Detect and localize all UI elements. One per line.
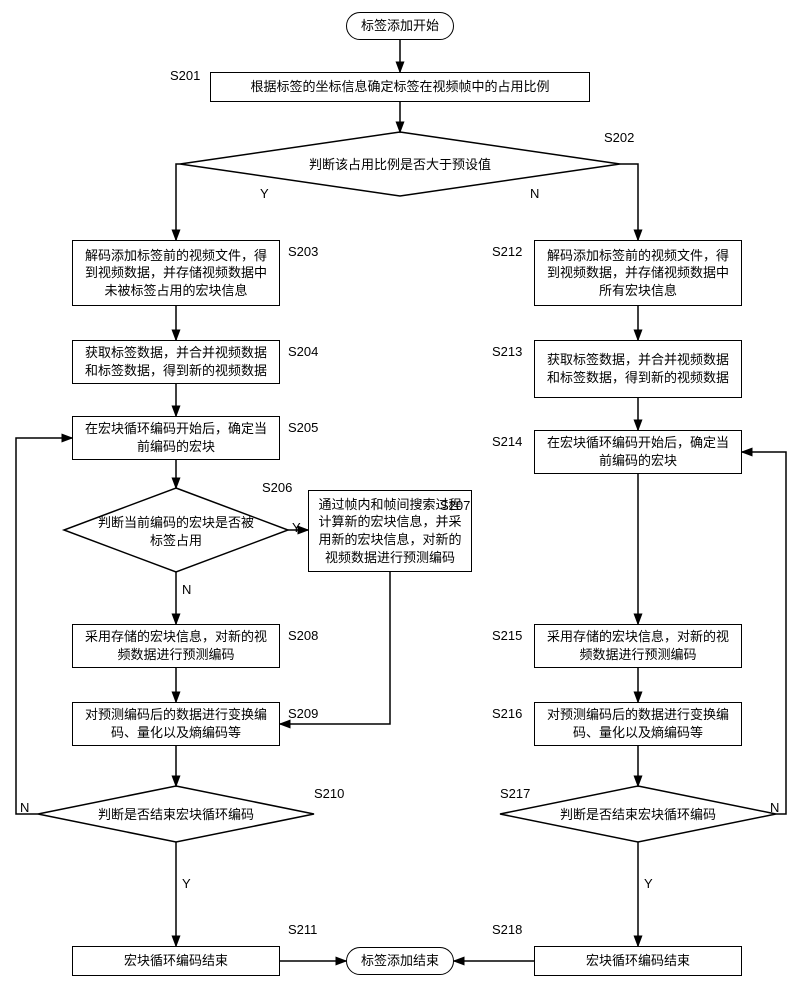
yn-s202-n: N	[530, 186, 539, 201]
yn-s210-n: N	[20, 800, 29, 815]
yn-s206-y: Y	[292, 520, 301, 535]
label-s218: S218	[492, 922, 522, 937]
label-s210: S210	[314, 786, 344, 801]
step-s214: 在宏块循环编码开始后，确定当前编码的宏块	[534, 430, 742, 474]
label-s211: S211	[288, 922, 317, 937]
decision-s210-text: 判断是否结束宏块循环编码	[76, 806, 276, 824]
label-s204: S204	[288, 344, 318, 359]
terminator-start-text: 标签添加开始	[361, 17, 439, 35]
label-s203: S203	[288, 244, 318, 259]
step-s203: 解码添加标签前的视频文件，得到视频数据，并存储视频数据中未被标签占用的宏块信息	[72, 240, 280, 306]
step-s205: 在宏块循环编码开始后，确定当前编码的宏块	[72, 416, 280, 460]
step-s211: 宏块循环编码结束	[72, 946, 280, 976]
label-s216: S216	[492, 706, 522, 721]
terminator-start: 标签添加开始	[346, 12, 454, 40]
step-s212: 解码添加标签前的视频文件，得到视频数据，并存储视频数据中所有宏块信息	[534, 240, 742, 306]
yn-s206-n: N	[182, 582, 191, 597]
decision-s202-text: 判断该占用比例是否大于预设值	[260, 156, 540, 174]
step-s216: 对预测编码后的数据进行变换编码、量化以及熵编码等	[534, 702, 742, 746]
step-s201-text: 根据标签的坐标信息确定标签在视频帧中的占用比例	[250, 78, 549, 96]
step-s203-text: 解码添加标签前的视频文件，得到视频数据，并存储视频数据中未被标签占用的宏块信息	[79, 247, 273, 300]
terminator-end: 标签添加结束	[346, 947, 454, 975]
step-s201: 根据标签的坐标信息确定标签在视频帧中的占用比例	[210, 72, 590, 102]
step-s215-text: 采用存储的宏块信息，对新的视频数据进行预测编码	[541, 628, 735, 663]
step-s213-text: 获取标签数据，并合并视频数据和标签数据，得到新的视频数据	[541, 351, 735, 386]
step-s209-text: 对预测编码后的数据进行变换编码、量化以及熵编码等	[79, 706, 273, 741]
step-s218: 宏块循环编码结束	[534, 946, 742, 976]
step-s214-text: 在宏块循环编码开始后，确定当前编码的宏块	[541, 434, 735, 469]
step-s209: 对预测编码后的数据进行变换编码、量化以及熵编码等	[72, 702, 280, 746]
label-s217: S217	[500, 786, 530, 801]
yn-s217-y: Y	[644, 876, 653, 891]
label-s205: S205	[288, 420, 318, 435]
yn-s217-n: N	[770, 800, 779, 815]
step-s211-text: 宏块循环编码结束	[124, 952, 228, 970]
label-s214: S214	[492, 434, 522, 449]
step-s204: 获取标签数据，并合并视频数据和标签数据，得到新的视频数据	[72, 340, 280, 384]
step-s216-text: 对预测编码后的数据进行变换编码、量化以及熵编码等	[541, 706, 735, 741]
step-s208-text: 采用存储的宏块信息，对新的视频数据进行预测编码	[79, 628, 273, 663]
step-s213: 获取标签数据，并合并视频数据和标签数据，得到新的视频数据	[534, 340, 742, 398]
step-s218-text: 宏块循环编码结束	[586, 952, 690, 970]
step-s215: 采用存储的宏块信息，对新的视频数据进行预测编码	[534, 624, 742, 668]
label-s208: S208	[288, 628, 318, 643]
label-s212: S212	[492, 244, 522, 259]
step-s212-text: 解码添加标签前的视频文件，得到视频数据，并存储视频数据中所有宏块信息	[541, 247, 735, 300]
yn-s202-y: Y	[260, 186, 269, 201]
step-s208: 采用存储的宏块信息，对新的视频数据进行预测编码	[72, 624, 280, 668]
label-s213: S213	[492, 344, 522, 359]
step-s204-text: 获取标签数据，并合并视频数据和标签数据，得到新的视频数据	[79, 344, 273, 379]
label-s209: S209	[288, 706, 318, 721]
decision-s206-text: 判断当前编码的宏块是否被标签占用	[96, 514, 256, 550]
label-s206: S206	[262, 480, 292, 495]
label-s202: S202	[604, 130, 634, 145]
terminator-end-text: 标签添加结束	[361, 952, 439, 970]
yn-s210-y: Y	[182, 876, 191, 891]
step-s205-text: 在宏块循环编码开始后，确定当前编码的宏块	[79, 420, 273, 455]
label-s201: S201	[170, 68, 200, 83]
label-s215: S215	[492, 628, 522, 643]
decision-s217-text: 判断是否结束宏块循环编码	[538, 806, 738, 824]
label-s207: S207	[440, 498, 470, 513]
